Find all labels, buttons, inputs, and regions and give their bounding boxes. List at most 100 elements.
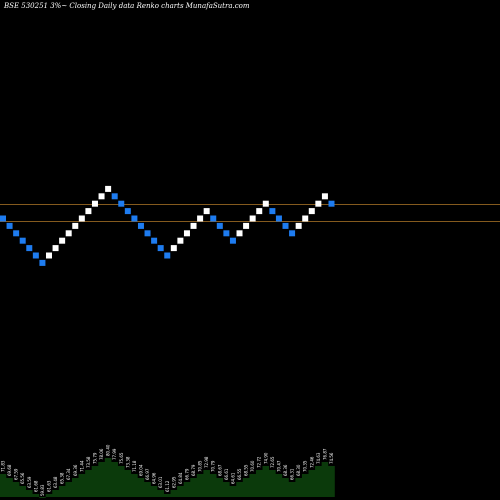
brick-value-label: 64.84 (178, 472, 183, 484)
brick-value-label: 75.65 (119, 452, 124, 464)
renko-brick-down (19, 237, 26, 244)
brick-value-label: 69.68 (7, 464, 12, 476)
brick-value-label: 63.48 (53, 476, 58, 488)
brick-value-label: 68.79 (191, 464, 196, 476)
brick-value-label: 72.98 (204, 456, 209, 468)
brick-value-label: 78.06 (99, 448, 104, 460)
renko-brick-up (170, 245, 177, 252)
brick-value-label: 64.61 (230, 472, 235, 484)
renko-brick-down (282, 222, 289, 229)
renko-brick-up (45, 252, 52, 259)
renko-brick-down (32, 252, 39, 259)
renko-brick-down (39, 259, 46, 266)
renko-brick-up (203, 208, 210, 215)
brick-value-label: 66.55 (237, 468, 242, 480)
renko-brick-down (131, 215, 138, 222)
renko-brick-down (0, 215, 6, 222)
brick-value-label: 73.38 (125, 456, 130, 468)
renko-brick-down (111, 193, 118, 200)
brick-value-label: 64.96 (152, 472, 157, 484)
brick-value-label: 68.36 (283, 464, 288, 476)
brick-value-label: 69.04 (138, 464, 143, 476)
renko-brick-up (78, 215, 85, 222)
brick-value-label: 66.31 (290, 468, 295, 480)
brick-value-label: 72.72 (257, 456, 262, 468)
renko-brick-down (216, 222, 223, 229)
renko-bricks (0, 185, 335, 266)
renko-brick-up (236, 230, 243, 237)
brick-value-label: 63.59 (27, 476, 32, 488)
renko-brick-up (105, 185, 112, 192)
renko-brick-down (144, 230, 151, 237)
brick-value-label: 72.46 (309, 456, 314, 468)
brick-value-label: 73.58 (86, 456, 91, 468)
renko-brick-up (262, 200, 269, 207)
renko-brick-down (328, 200, 335, 207)
renko-brick-up (197, 215, 204, 222)
brick-value-label: 71.83 (1, 460, 6, 472)
renko-brick-up (302, 215, 309, 222)
brick-value-label: 61.63 (46, 480, 51, 492)
renko-brick-up (91, 200, 98, 207)
brick-value-labels: 71.83 69.68 67.59 65.56 63.59 61.68 59.83 61.63… (1, 444, 335, 496)
volume-area (0, 458, 335, 498)
chart-title: BSE 530251 3%~ Closing Daily data Renko … (4, 2, 250, 10)
brick-value-label: 67.59 (14, 468, 19, 480)
renko-brick-up (72, 222, 79, 229)
brick-value-label: 70.60 (250, 460, 255, 472)
renko-brick-up (190, 222, 197, 229)
brick-value-label: 71.18 (132, 460, 137, 472)
brick-value-label: 76.87 (322, 448, 327, 460)
brick-value-label: 70.85 (198, 460, 203, 472)
brick-value-label: 65.38 (60, 472, 65, 484)
brick-value-label: 80.40 (106, 444, 111, 456)
brick-value-label: 70.35 (303, 460, 308, 472)
brick-value-label: 69.36 (73, 464, 78, 476)
renko-brick-down (275, 215, 282, 222)
brick-value-label: 62.95 (171, 476, 176, 488)
renko-brick-down (223, 230, 230, 237)
brick-value-label: 74.63 (316, 452, 321, 464)
renko-brick-up (98, 193, 105, 200)
brick-value-label: 71.44 (79, 460, 84, 472)
renko-brick-up (256, 208, 263, 215)
renko-brick-up (315, 200, 322, 207)
brick-value-label: 65.56 (20, 472, 25, 484)
brick-value-label: 61.12 (165, 480, 170, 492)
brick-value-label: 66.61 (224, 468, 229, 480)
renko-brick-up (243, 222, 250, 229)
renko-brick-down (164, 252, 171, 259)
renko-brick-up (177, 237, 184, 244)
brick-value-label: 66.97 (145, 468, 150, 480)
brick-value-label: 67.34 (66, 468, 71, 480)
renko-brick-down (6, 222, 13, 229)
renko-brick-down (137, 222, 144, 229)
renko-brick-up (183, 230, 190, 237)
renko-brick-down (289, 230, 296, 237)
renko-brick-up (321, 193, 328, 200)
brick-value-label: 59.83 (40, 484, 45, 496)
brick-value-label: 75.79 (92, 452, 97, 464)
brick-value-label: 77.99 (112, 448, 117, 460)
brick-value-label: 66.79 (184, 468, 189, 480)
volume-area-shape (0, 458, 335, 498)
renko-brick-up (85, 208, 92, 215)
renko-brick-down (229, 237, 236, 244)
brick-value-label: 70.47 (276, 460, 281, 472)
renko-brick-up (65, 230, 72, 237)
brick-value-label: 68.67 (217, 464, 222, 476)
renko-brick-down (124, 208, 131, 215)
brick-value-label: 72.65 (270, 456, 275, 468)
renko-brick-down (151, 237, 158, 244)
renko-brick-down (13, 230, 20, 237)
brick-value-label: 70.79 (211, 460, 216, 472)
renko-brick-up (308, 208, 315, 215)
renko-brick-down (26, 245, 33, 252)
renko-brick-up (249, 215, 256, 222)
renko-brick-down (118, 200, 125, 207)
brick-value-label: 68.55 (244, 464, 249, 476)
renko-brick-up (59, 237, 66, 244)
brick-value-label: 63.01 (158, 476, 163, 488)
renko-brick-down (157, 245, 164, 252)
